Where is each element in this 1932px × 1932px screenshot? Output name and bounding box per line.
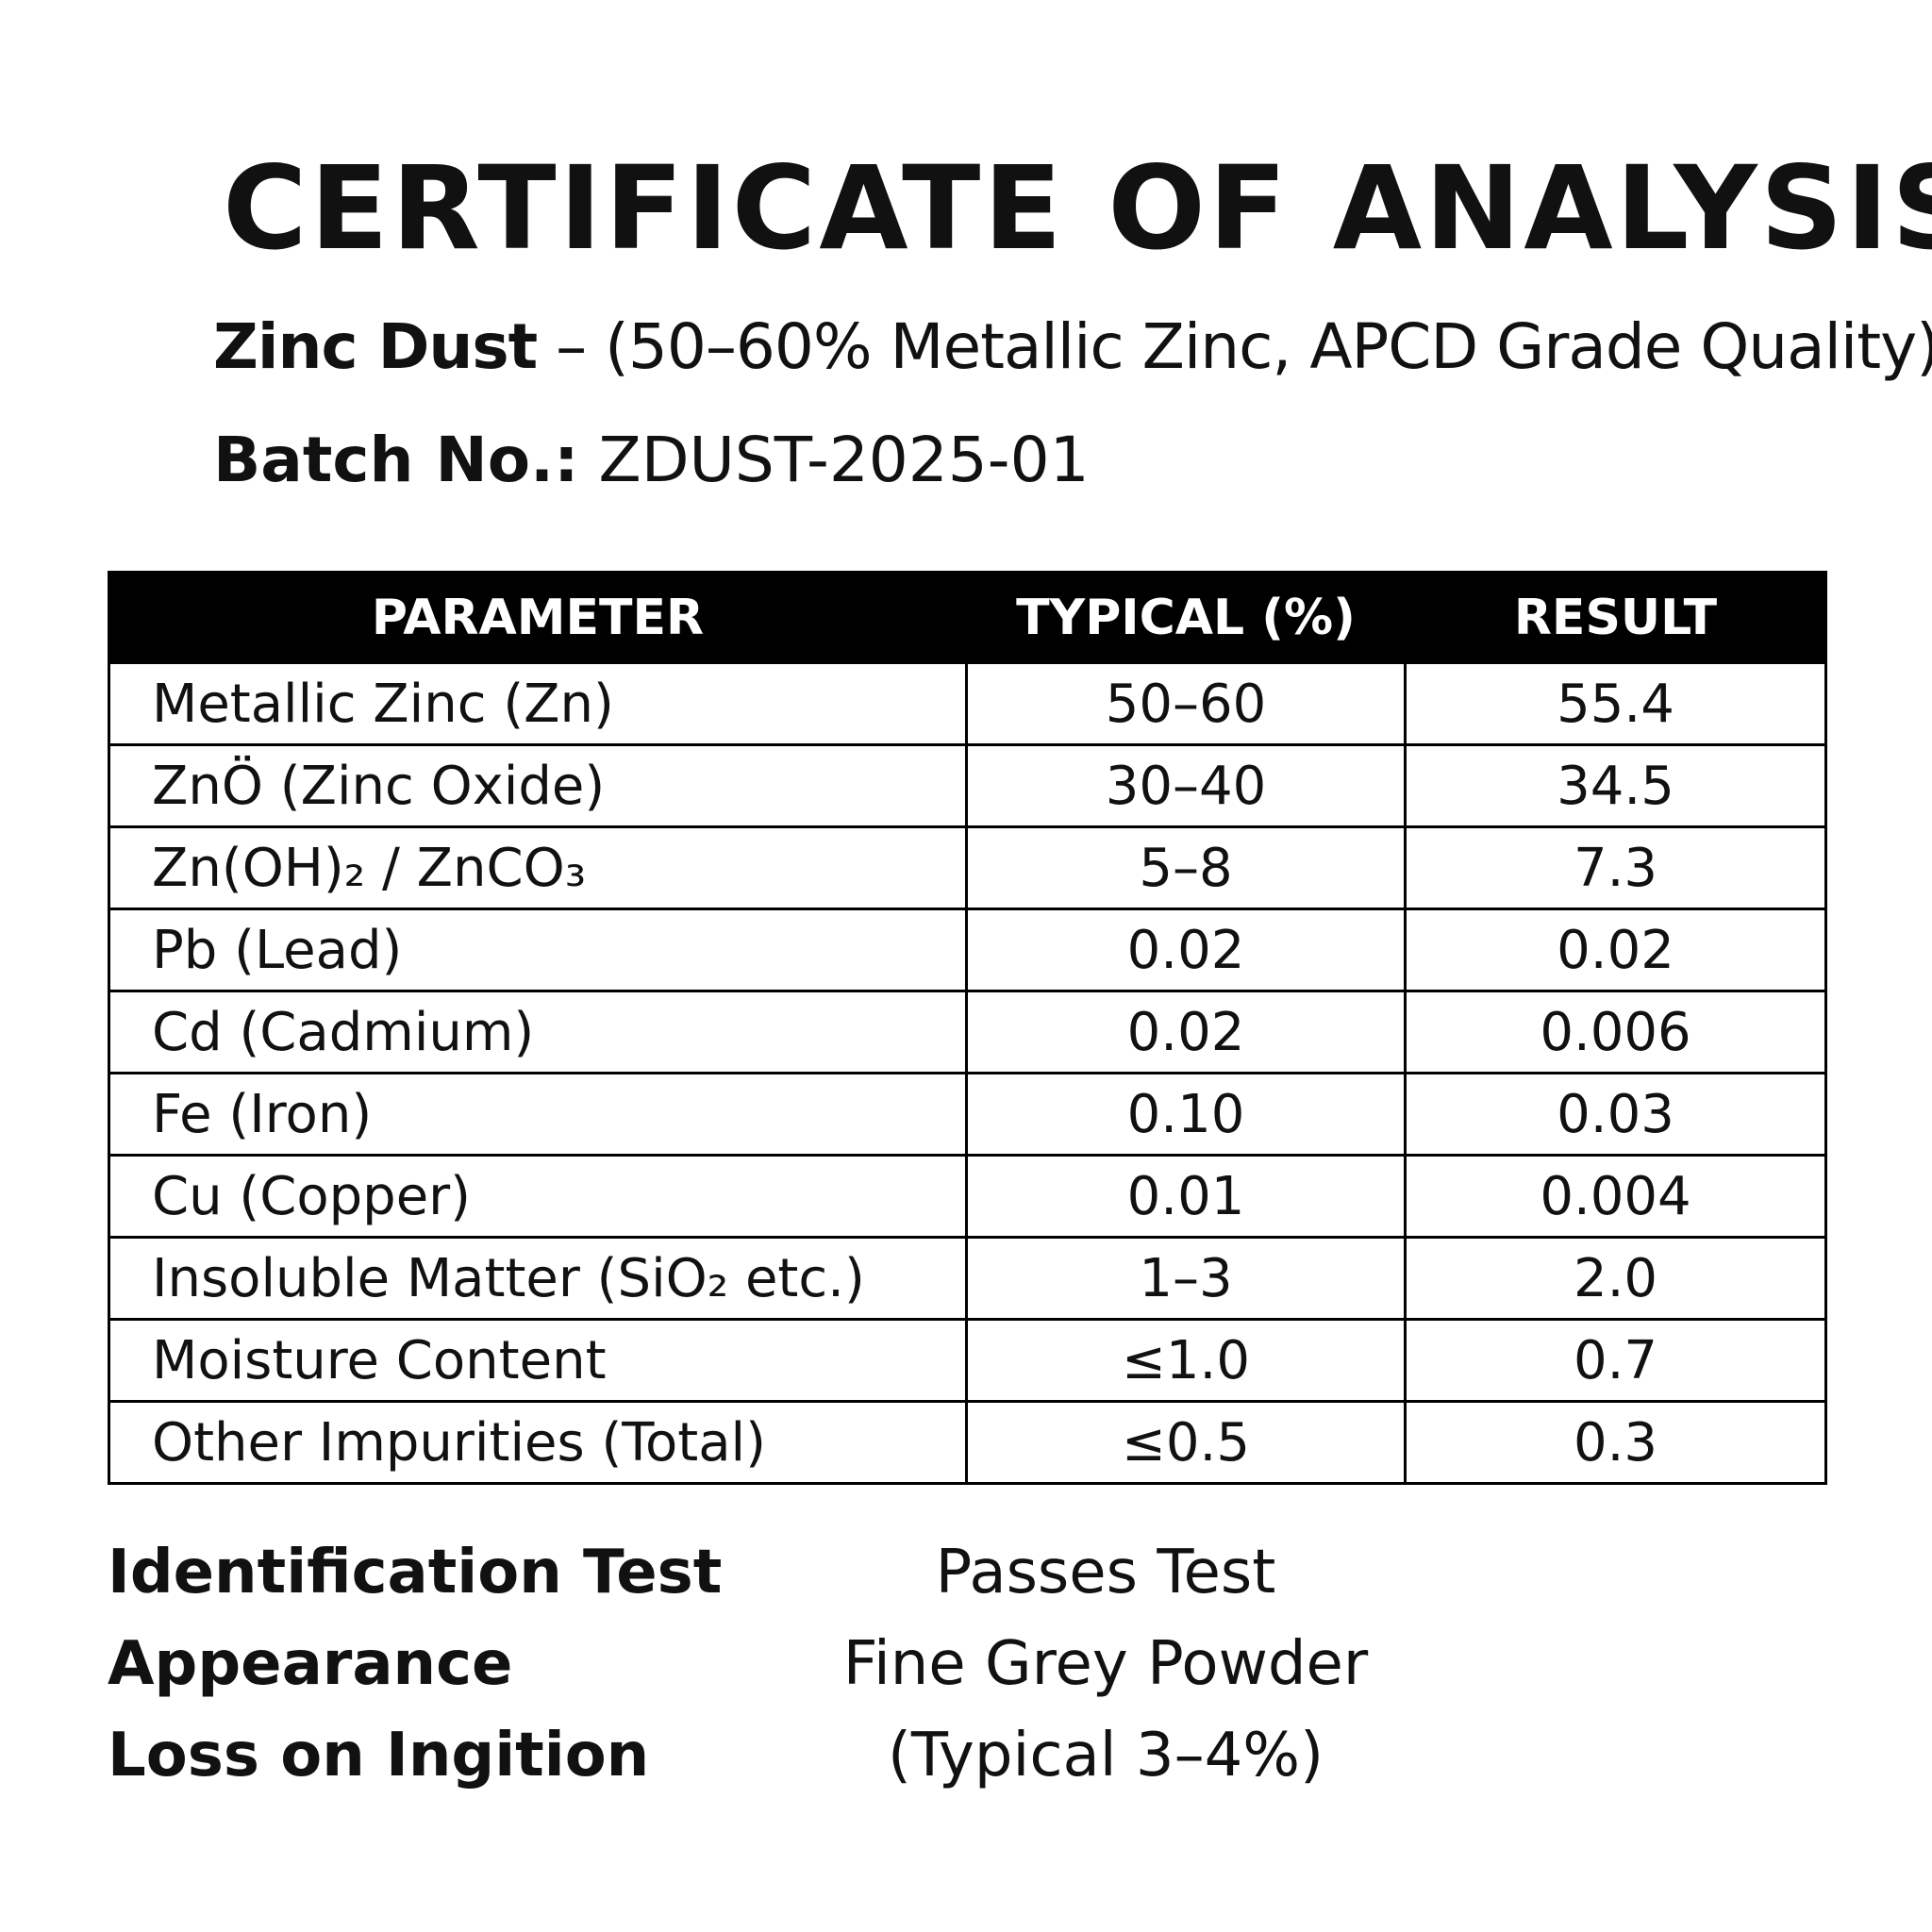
typical-cell: 1–3: [965, 1236, 1407, 1321]
table-row: Metallic Zinc (Zn) 50–60 55.4: [108, 661, 1827, 746]
parameter-cell: Moisture Content: [108, 1318, 968, 1403]
parameter-cell: Fe (Iron): [108, 1072, 968, 1157]
result-cell: 0.02: [1404, 908, 1827, 992]
batch-number: Batch No.: ZDUST-2025-01: [213, 429, 1090, 491]
parameter-cell: Cu (Copper): [108, 1154, 968, 1239]
table-row: Insoluble Matter (SiO₂ etc.) 1–3 2.0: [108, 1236, 1827, 1321]
typical-cell: 0.01: [965, 1154, 1407, 1239]
typical-cell: 0.10: [965, 1072, 1407, 1157]
parameter-cell: ZnÖ (Zinc Oxide): [108, 743, 968, 828]
table-row: Zn(OH)₂ / ZnCO₃ 5–8 7.3: [108, 825, 1827, 910]
typical-cell: ≤1.0: [965, 1318, 1407, 1403]
product-description: – (50–60% Metallic Zinc, APCD Grade Qual…: [537, 310, 1932, 383]
appearance-row: Appearance Fine Grey Powder: [108, 1629, 1824, 1705]
table-row: Cd (Cadmium) 0.02 0.006: [108, 990, 1827, 1074]
parameter-cell: Other Impurities (Total): [108, 1400, 968, 1485]
batch-value: ZDUST-2025-01: [578, 424, 1090, 496]
result-cell: 0.3: [1404, 1400, 1827, 1485]
identification-test-value: Passes Test: [935, 1538, 1276, 1607]
parameter-cell: Pb (Lead): [108, 908, 968, 992]
table-row: ZnÖ (Zinc Oxide) 30–40 34.5: [108, 743, 1827, 828]
identification-test-row: Identification Test Passes Test: [108, 1538, 1824, 1613]
result-cell: 0.03: [1404, 1072, 1827, 1157]
identification-test-label: Identification Test: [108, 1538, 723, 1607]
result-cell: 55.4: [1404, 661, 1827, 746]
parameter-cell: Cd (Cadmium): [108, 990, 968, 1074]
table-row: Fe (Iron) 0.10 0.03: [108, 1072, 1827, 1157]
parameter-cell: Insoluble Matter (SiO₂ etc.): [108, 1236, 968, 1321]
analysis-table: PARAMETER TYPICAL (%) RESULT Metallic Zi…: [108, 571, 1827, 1485]
header-result: RESULT: [1404, 571, 1827, 664]
table-row: Moisture Content ≤1.0 0.7: [108, 1318, 1827, 1403]
batch-label: Batch No.:: [213, 424, 579, 496]
header-typical: TYPICAL (%): [965, 571, 1407, 664]
parameter-cell: Zn(OH)₂ / ZnCO₃: [108, 825, 968, 910]
appearance-label: Appearance: [108, 1629, 513, 1699]
parameter-cell: Metallic Zinc (Zn): [108, 661, 968, 746]
loss-on-ignition-row: Loss on Ingition (Typical 3–4%): [108, 1721, 1824, 1796]
document-title: CERTIFICATE OF ANALYSIS: [223, 142, 1932, 275]
result-cell: 34.5: [1404, 743, 1827, 828]
appearance-value: Fine Grey Powder: [842, 1629, 1369, 1699]
typical-cell: 50–60: [965, 661, 1407, 746]
loss-on-ignition-value: (Typical 3–4%): [887, 1721, 1324, 1790]
typical-cell: 5–8: [965, 825, 1407, 910]
product-subtitle: Zinc Dust – (50–60% Metallic Zinc, APCD …: [213, 316, 1932, 378]
result-cell: 0.006: [1404, 990, 1827, 1074]
typical-cell: 0.02: [965, 908, 1407, 992]
result-cell: 2.0: [1404, 1236, 1827, 1321]
table-header-row: PARAMETER TYPICAL (%) RESULT: [108, 571, 1827, 664]
table-row: Cu (Copper) 0.01 0.004: [108, 1154, 1827, 1239]
typical-cell: 0.02: [965, 990, 1407, 1074]
result-cell: 0.004: [1404, 1154, 1827, 1239]
header-parameter: PARAMETER: [108, 571, 968, 664]
product-name: Zinc Dust: [213, 310, 538, 383]
typical-cell: ≤0.5: [965, 1400, 1407, 1485]
loss-on-ignition-label: Loss on Ingition: [108, 1721, 650, 1790]
table-row: Other Impurities (Total) ≤0.5 0.3: [108, 1400, 1827, 1485]
table-row: Pb (Lead) 0.02 0.02: [108, 908, 1827, 992]
result-cell: 7.3: [1404, 825, 1827, 910]
typical-cell: 30–40: [965, 743, 1407, 828]
result-cell: 0.7: [1404, 1318, 1827, 1403]
